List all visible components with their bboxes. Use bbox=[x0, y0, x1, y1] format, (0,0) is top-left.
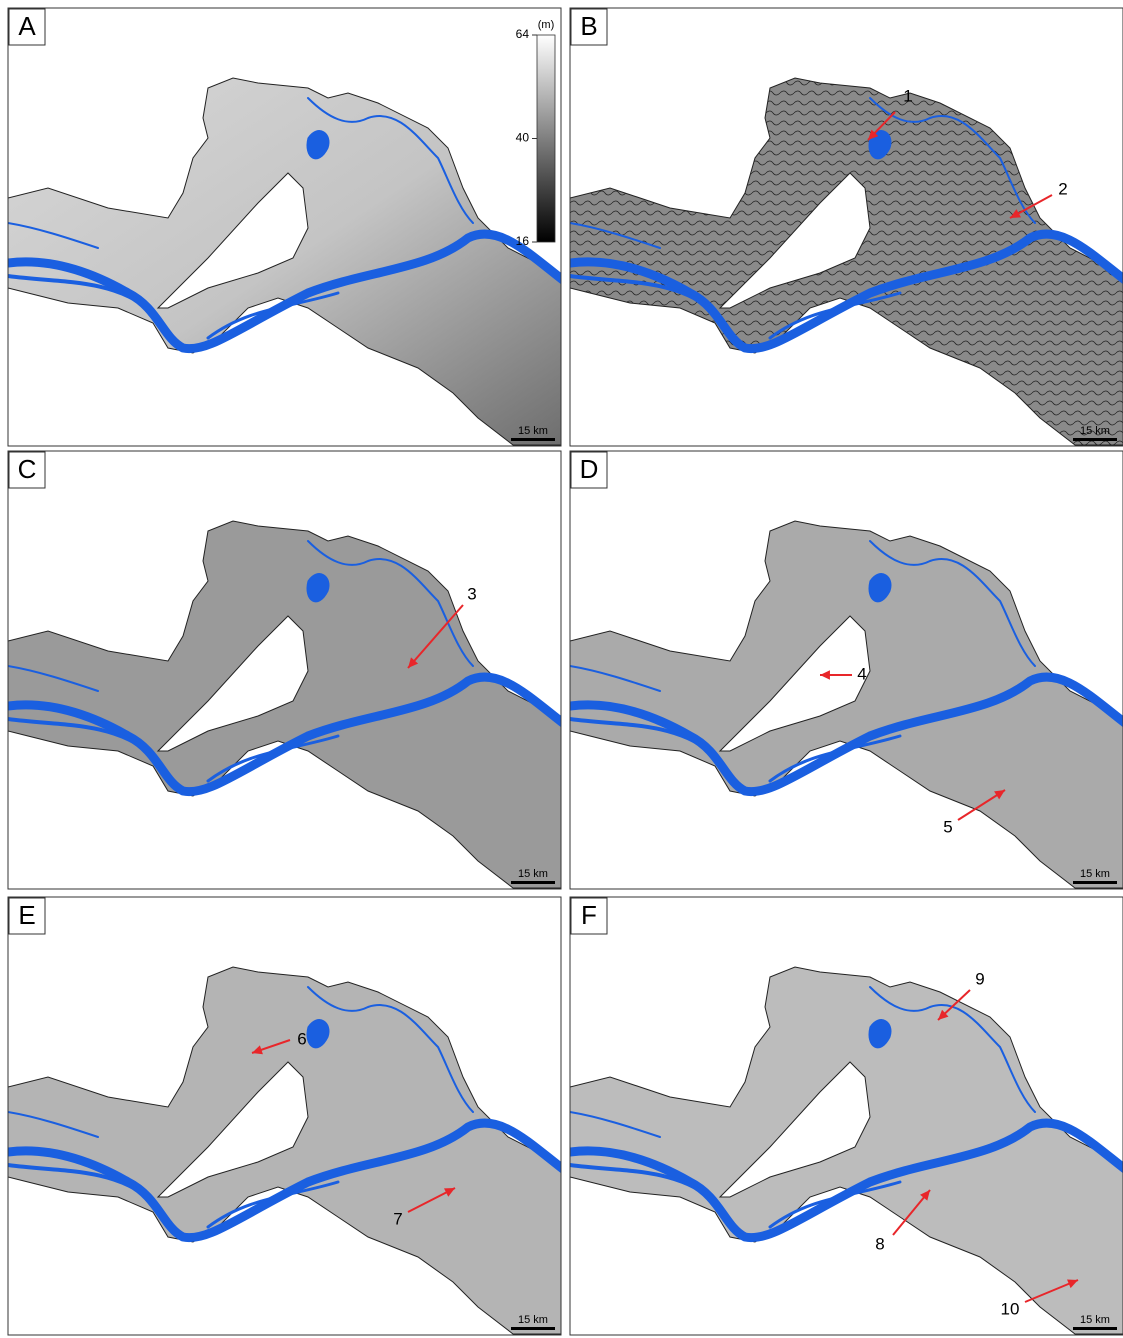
label-box bbox=[8, 451, 46, 489]
legend-tick-label: 40 bbox=[516, 131, 530, 145]
panel: B 15 km 1 2 bbox=[569, 7, 1123, 447]
panel: C 15 km 3 bbox=[7, 450, 562, 890]
arrow-head bbox=[1067, 1279, 1078, 1289]
land bbox=[570, 520, 1123, 889]
label-box bbox=[8, 8, 46, 46]
legend-tick-label: 16 bbox=[516, 234, 530, 248]
map bbox=[8, 966, 561, 1335]
scale-bar bbox=[511, 881, 555, 884]
panel: E 15 km 6 7 bbox=[7, 896, 562, 1336]
map bbox=[570, 966, 1123, 1335]
scale-bar bbox=[511, 438, 555, 441]
arrow-head bbox=[938, 1009, 949, 1020]
panel-frame bbox=[569, 450, 1123, 890]
scale-bar-label: 15 km bbox=[518, 1314, 548, 1326]
scale-bar-label: 15 km bbox=[1080, 1314, 1110, 1326]
colorbar bbox=[536, 34, 556, 243]
arrow-head bbox=[252, 1045, 263, 1055]
arrow-head bbox=[444, 1188, 455, 1197]
annotation-label: 2 bbox=[1058, 179, 1067, 198]
scale-bar-label: 15 km bbox=[1080, 868, 1110, 880]
annotation-label: 8 bbox=[875, 1234, 884, 1253]
land bbox=[570, 966, 1123, 1335]
map bbox=[570, 77, 1123, 446]
annotation-label: 5 bbox=[943, 817, 952, 836]
annotation-label: 9 bbox=[975, 969, 984, 988]
panel: D 15 km 4 5 bbox=[569, 450, 1123, 890]
annotation-label: 10 bbox=[1001, 1299, 1020, 1318]
annotation-label: 6 bbox=[297, 1029, 306, 1048]
scale-bar-label: 15 km bbox=[518, 868, 548, 880]
scale-bar-label: 15 km bbox=[518, 425, 548, 437]
label-box bbox=[570, 897, 608, 935]
map bbox=[570, 520, 1123, 889]
panel-label: E bbox=[18, 900, 35, 930]
land bbox=[8, 77, 561, 446]
land bbox=[8, 520, 561, 889]
panel-frame bbox=[569, 7, 1123, 447]
label-box bbox=[570, 8, 608, 46]
scale-bar bbox=[1073, 438, 1117, 441]
annotation-label: 1 bbox=[903, 86, 912, 105]
label-box bbox=[570, 451, 608, 489]
panel-label: F bbox=[581, 900, 597, 930]
scale-bar bbox=[1073, 1327, 1117, 1330]
arrow-head bbox=[1010, 209, 1021, 218]
scale-bar bbox=[511, 1327, 555, 1330]
scale-bar-label: 15 km bbox=[1080, 425, 1110, 437]
panel-frame bbox=[7, 7, 562, 447]
arrow-head bbox=[920, 1190, 930, 1201]
panel: A 15 km bbox=[7, 7, 562, 447]
panel: F 15 km 9 8 10 bbox=[569, 896, 1123, 1336]
panel-label: D bbox=[580, 454, 599, 484]
label-box bbox=[8, 897, 46, 935]
arrow-head bbox=[994, 790, 1005, 800]
legend-tick-label: 64 bbox=[516, 27, 530, 41]
arrow-head bbox=[820, 670, 830, 680]
land bbox=[570, 77, 1123, 446]
legend-unit: (m) bbox=[538, 19, 555, 31]
land bbox=[8, 966, 561, 1335]
arrow-head bbox=[868, 129, 879, 140]
scale-bar bbox=[1073, 881, 1117, 884]
panel-frame bbox=[7, 450, 562, 890]
annotation-label: 7 bbox=[393, 1209, 402, 1228]
annotation-label: 4 bbox=[857, 664, 866, 683]
panel-label: A bbox=[18, 11, 36, 41]
annotation-label: 3 bbox=[467, 584, 476, 603]
map bbox=[8, 520, 561, 889]
arrow-head bbox=[408, 657, 419, 668]
arrow-shaft bbox=[407, 604, 464, 669]
map bbox=[8, 77, 561, 446]
panel-frame bbox=[7, 896, 562, 1336]
panel-label: B bbox=[580, 11, 597, 41]
panel-label: C bbox=[18, 454, 37, 484]
panel-frame bbox=[569, 896, 1123, 1336]
